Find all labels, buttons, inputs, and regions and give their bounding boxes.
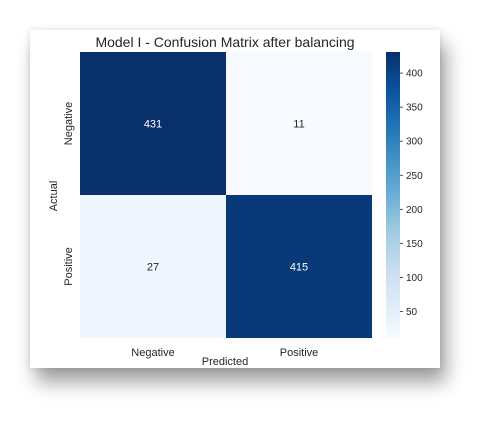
y-tick-labels: Negative Positive bbox=[63, 102, 75, 286]
colorbar-tick-label: 350 bbox=[406, 103, 423, 114]
heatmap-cell-positive-negative bbox=[80, 195, 226, 338]
heatmap-cell-negative-positive bbox=[226, 52, 372, 195]
colorbar-ticks: 50 100 150 200 250 300 350 400 bbox=[400, 69, 423, 318]
y-tick-label: Positive bbox=[63, 247, 75, 286]
heatmap-cells bbox=[80, 52, 372, 338]
heatmap-cell-positive-positive bbox=[226, 195, 372, 338]
x-axis-label: Predicted bbox=[202, 356, 248, 368]
y-tick-label: Negative bbox=[63, 102, 75, 145]
heatmap-cell-negative-negative bbox=[80, 52, 226, 195]
colorbar-tick-label: 200 bbox=[406, 205, 423, 216]
colorbar-tick-label: 100 bbox=[406, 273, 423, 284]
y-axis-label: Actual bbox=[48, 181, 60, 212]
colorbar-tick-label: 50 bbox=[406, 307, 418, 318]
confusion-matrix-chart: Model I - Confusion Matrix after balanci… bbox=[48, 34, 423, 368]
colorbar bbox=[386, 52, 400, 338]
heatmap-cell-value: 27 bbox=[147, 262, 159, 274]
x-tick-labels: Negative Positive bbox=[131, 347, 318, 359]
colorbar-tick-label: 300 bbox=[406, 137, 423, 148]
chart-card: Model I - Confusion Matrix after balanci… bbox=[30, 30, 440, 368]
heatmap-cell-value: 431 bbox=[144, 119, 162, 131]
colorbar-tick-label: 400 bbox=[406, 69, 423, 80]
colorbar-tick-label: 250 bbox=[406, 171, 423, 182]
heatmap-cell-value: 11 bbox=[293, 119, 304, 131]
x-tick-label: Positive bbox=[280, 347, 319, 359]
colorbar-tick-label: 150 bbox=[406, 239, 423, 250]
x-tick-label: Negative bbox=[131, 347, 174, 359]
chart-title: Model I - Confusion Matrix after balanci… bbox=[95, 34, 354, 50]
heatmap-cell-value: 415 bbox=[290, 262, 308, 274]
heatmap-cell-labels: 431 11 27 415 bbox=[144, 119, 308, 274]
